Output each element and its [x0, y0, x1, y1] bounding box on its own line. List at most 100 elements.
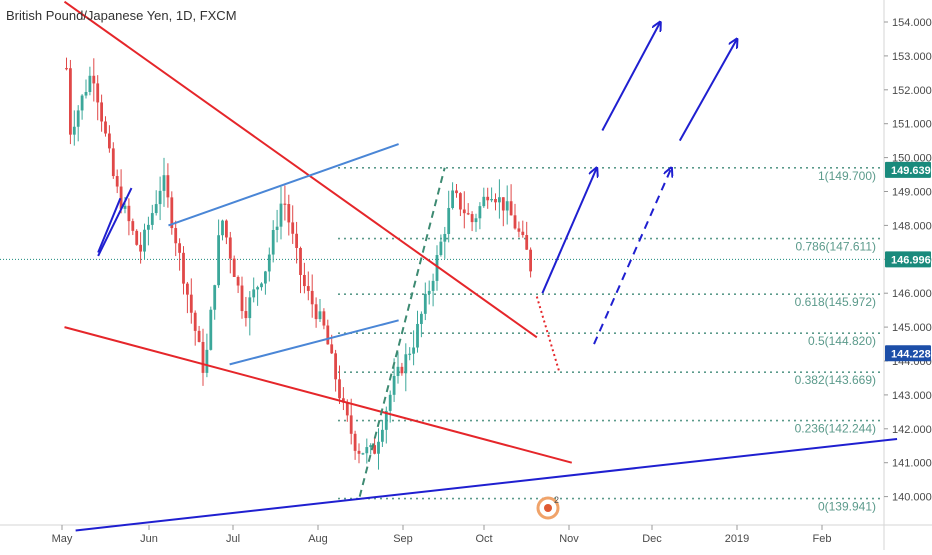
candle-body — [217, 235, 220, 286]
candle-body — [299, 248, 302, 275]
candle-body — [100, 102, 103, 122]
time-tick-label: Feb — [813, 533, 832, 545]
candle-body — [392, 375, 396, 395]
candle-body — [244, 311, 248, 319]
projection-arrow — [593, 168, 671, 345]
candle-body — [84, 92, 88, 96]
candle-body — [361, 453, 365, 455]
candle-body — [349, 415, 353, 434]
candle-body — [135, 230, 139, 245]
candle-body — [252, 289, 256, 298]
price-badges: 149.639 146.996 144.228 — [885, 161, 931, 362]
candle-body — [459, 193, 462, 210]
candle-body — [431, 280, 435, 291]
candle-body — [388, 394, 392, 411]
candle-body — [186, 283, 189, 295]
candle-body — [88, 75, 92, 93]
candle-body — [423, 293, 427, 314]
candle-body — [353, 433, 357, 451]
candle-body — [326, 325, 330, 345]
trendline-line — [63, 0, 538, 339]
time-tick-label: Jul — [226, 533, 240, 545]
price-badge — [885, 251, 931, 268]
candle-body — [338, 379, 341, 399]
candle-body — [260, 283, 263, 288]
candle-body — [462, 209, 466, 214]
candle-body — [69, 68, 72, 135]
candle-body — [420, 313, 423, 324]
projection-arrow — [678, 39, 737, 142]
price-badge — [885, 345, 931, 362]
candle-body — [408, 353, 412, 355]
fib-label: 0.786(147.611) — [795, 240, 876, 254]
candles — [65, 57, 532, 470]
candle-body — [509, 201, 513, 216]
candle-body — [494, 199, 497, 203]
candle-body — [193, 312, 197, 331]
candle-body — [486, 196, 490, 201]
candle-body — [470, 214, 474, 223]
projection-arrow — [541, 168, 596, 294]
fib-label: 0.382(143.669) — [795, 373, 876, 387]
candle-body — [154, 204, 158, 214]
price-tick-label: 154.000 — [892, 17, 932, 29]
candle-body — [447, 207, 451, 234]
candle-body — [369, 445, 373, 448]
candle-body — [384, 410, 388, 430]
candle-body — [416, 323, 419, 348]
channel-line — [168, 143, 399, 227]
candle-body — [232, 258, 236, 278]
logo-dot — [544, 504, 552, 512]
candle-body — [529, 249, 532, 272]
candle-body — [330, 344, 334, 354]
candle-body — [513, 215, 517, 229]
candle-body — [517, 228, 521, 232]
time-tick-label: May — [52, 533, 73, 545]
candle-body — [373, 445, 376, 454]
candle-body — [205, 349, 209, 373]
candle-body — [143, 229, 146, 252]
candle-body — [498, 197, 501, 203]
drawings — [63, 0, 898, 532]
candle-body — [396, 366, 400, 376]
candle-body — [474, 218, 478, 223]
candle-body — [287, 204, 291, 223]
candle-body — [76, 110, 80, 127]
candle-body — [455, 190, 458, 194]
fib-label: 1(149.700) — [818, 169, 876, 183]
candle-body — [342, 398, 345, 403]
candle-body — [96, 83, 100, 103]
candle-body — [267, 254, 271, 272]
candle-body — [400, 366, 404, 374]
price-tick-label: 146.000 — [892, 288, 932, 300]
trendline-line — [64, 326, 573, 464]
candle-body — [225, 220, 228, 238]
candle-body — [264, 271, 267, 284]
price-tick-label: 151.000 — [892, 119, 932, 131]
candle-body — [127, 205, 131, 222]
time-axis[interactable]: May Jun Jul Aug Sep Oct Nov Dec 2019 Feb — [52, 525, 832, 545]
candle-body — [170, 197, 174, 229]
price-tick-label: 141.000 — [892, 458, 932, 470]
candle-body — [439, 241, 443, 256]
candle-body — [357, 450, 361, 454]
candle-body — [108, 133, 111, 149]
candle-body — [178, 243, 181, 253]
candle-body — [271, 230, 275, 255]
candle-body — [412, 347, 415, 354]
channel-line — [97, 197, 122, 253]
price-tick-label: 150.000 — [892, 153, 932, 165]
candle-body — [209, 309, 213, 350]
candle-body — [213, 285, 217, 310]
price-badge — [885, 161, 931, 178]
fib-label: 0.236(142.244) — [795, 422, 876, 436]
candle-body — [228, 237, 232, 259]
candle-body — [310, 290, 314, 305]
candle-body — [377, 441, 380, 454]
candle-body — [104, 121, 107, 134]
price-tick-label: 152.000 — [892, 85, 932, 97]
candle-body — [201, 341, 205, 373]
